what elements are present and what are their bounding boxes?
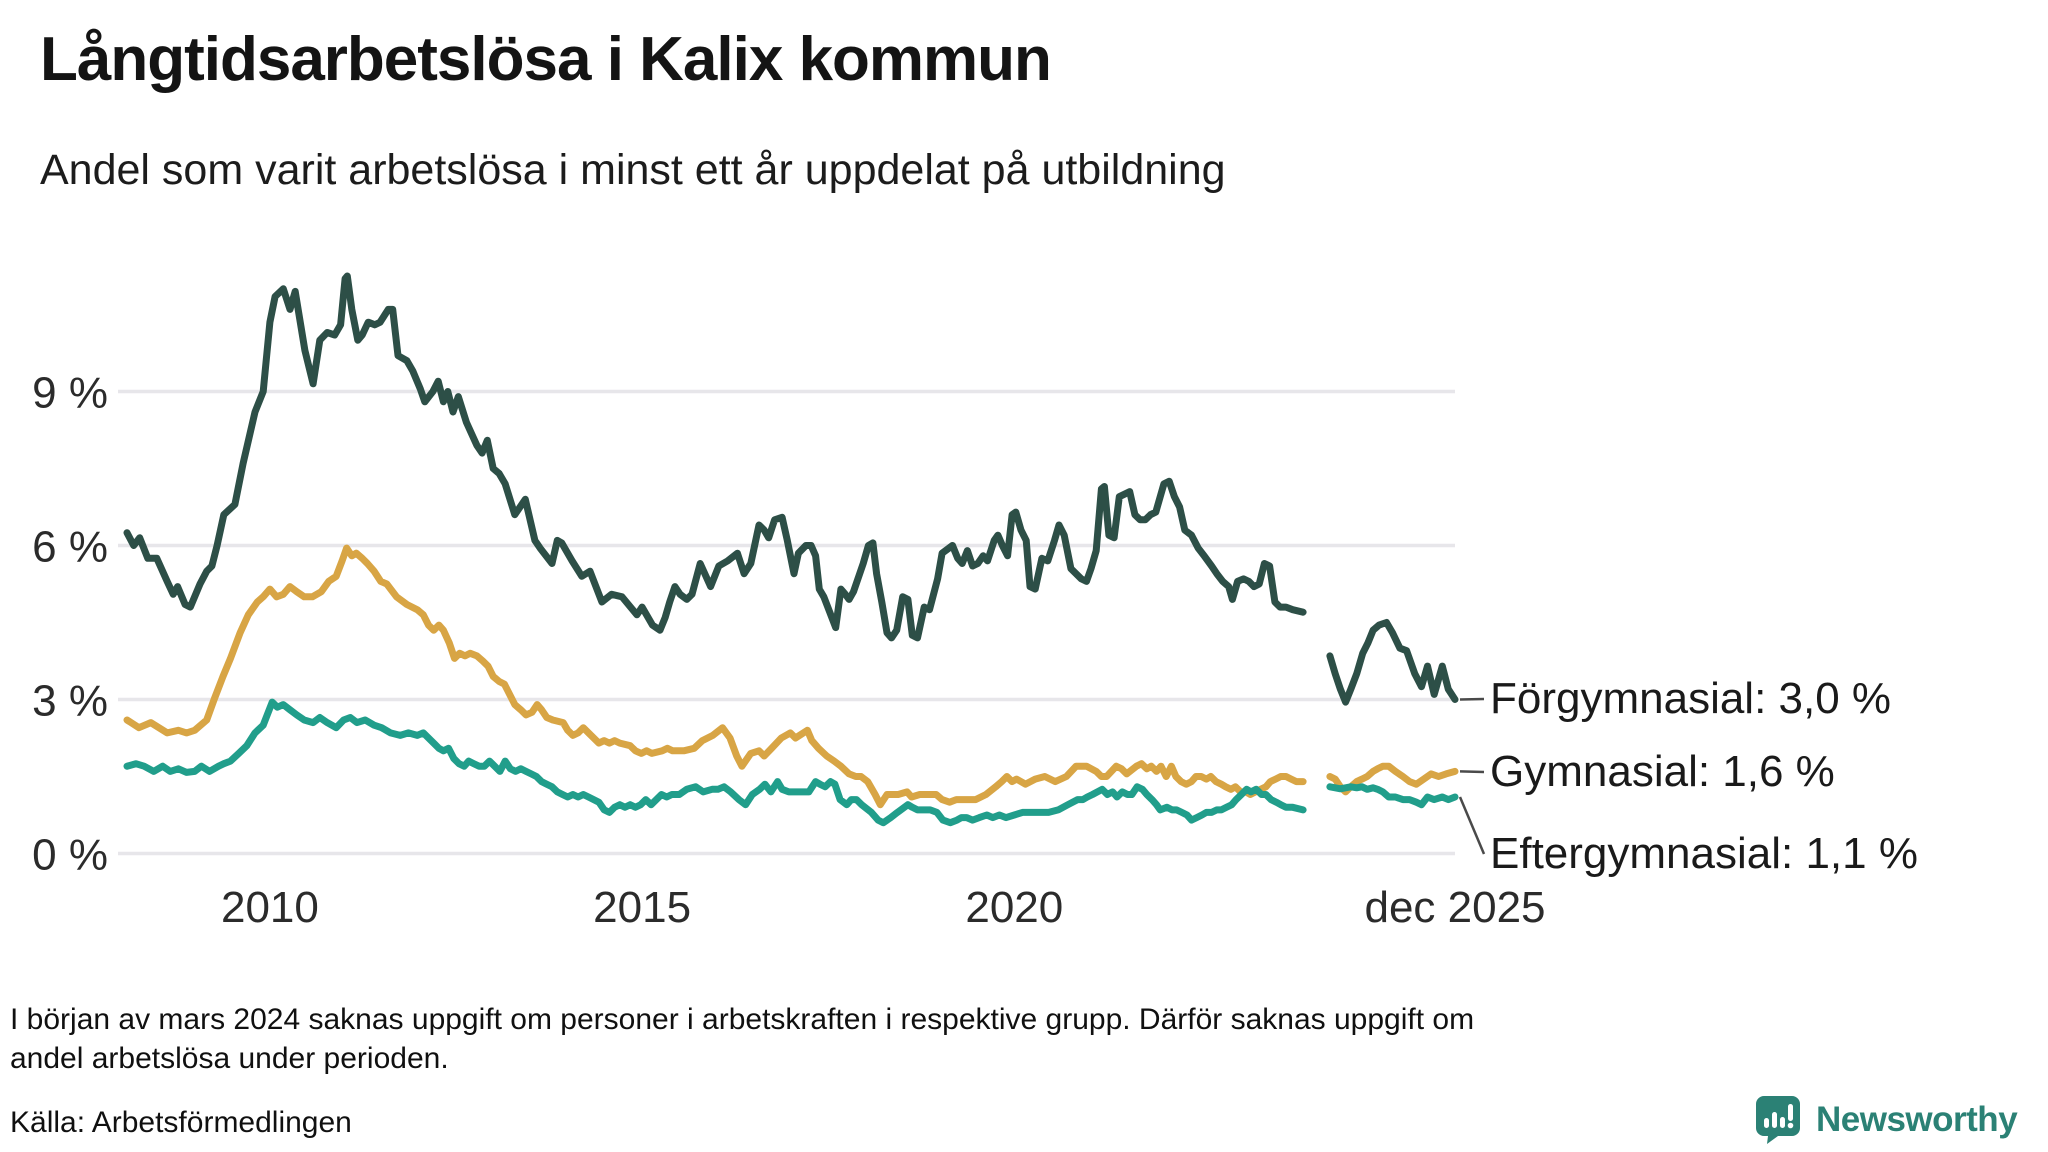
y-axis-tick-label: 3 % <box>32 677 108 726</box>
newsworthy-logo: Newsworthy <box>1756 1096 2018 1144</box>
series-label-connector <box>1458 796 1486 855</box>
newsworthy-bubble-chart-icon <box>1756 1096 1800 1144</box>
page-title: Långtidsarbetslösa i Kalix kommun <box>40 25 1052 94</box>
footnote-line-2: andel arbetslösa under perioden. <box>10 1042 449 1075</box>
series-line-gymnasial <box>123 544 1307 809</box>
chart-footnote: I början av mars 2024 saknas uppgift om … <box>10 1000 1474 1078</box>
page-subtitle: Andel som varit arbetslösa i minst ett å… <box>40 146 1226 194</box>
series-line-eftergymnasial <box>1326 783 1459 809</box>
y-axis-tick-label: 9 % <box>32 369 108 418</box>
footnote-line-1: I början av mars 2024 saknas uppgift om … <box>10 1003 1475 1036</box>
series-line-förgymnasial <box>1326 619 1459 706</box>
x-axis-tick-label: dec 2025 <box>1364 883 1545 932</box>
x-axis-tick-label: 2015 <box>593 883 691 932</box>
source-label: Källa: Arbetsförmedlingen <box>10 1106 352 1139</box>
series-line-eftergymnasial <box>123 698 1307 827</box>
series-line-förgymnasial <box>123 272 1307 642</box>
series-end-label-eftergymnasial: Eftergymnasial: 1,1 % <box>1490 829 1918 878</box>
x-axis-tick-label: 2020 <box>965 883 1063 932</box>
series-end-label-gymnasial: Gymnasial: 1,6 % <box>1490 747 1835 796</box>
x-axis-tick-label: 2010 <box>221 883 319 932</box>
series-label-connector <box>1459 697 1485 701</box>
y-axis-tick-label: 0 % <box>32 831 108 880</box>
y-axis-tick-label: 6 % <box>32 523 108 572</box>
series-label-connector <box>1459 770 1485 774</box>
newsworthy-wordmark: Newsworthy <box>1816 1100 2018 1139</box>
series-end-label-förgymnasial: Förgymnasial: 3,0 % <box>1490 674 1891 723</box>
